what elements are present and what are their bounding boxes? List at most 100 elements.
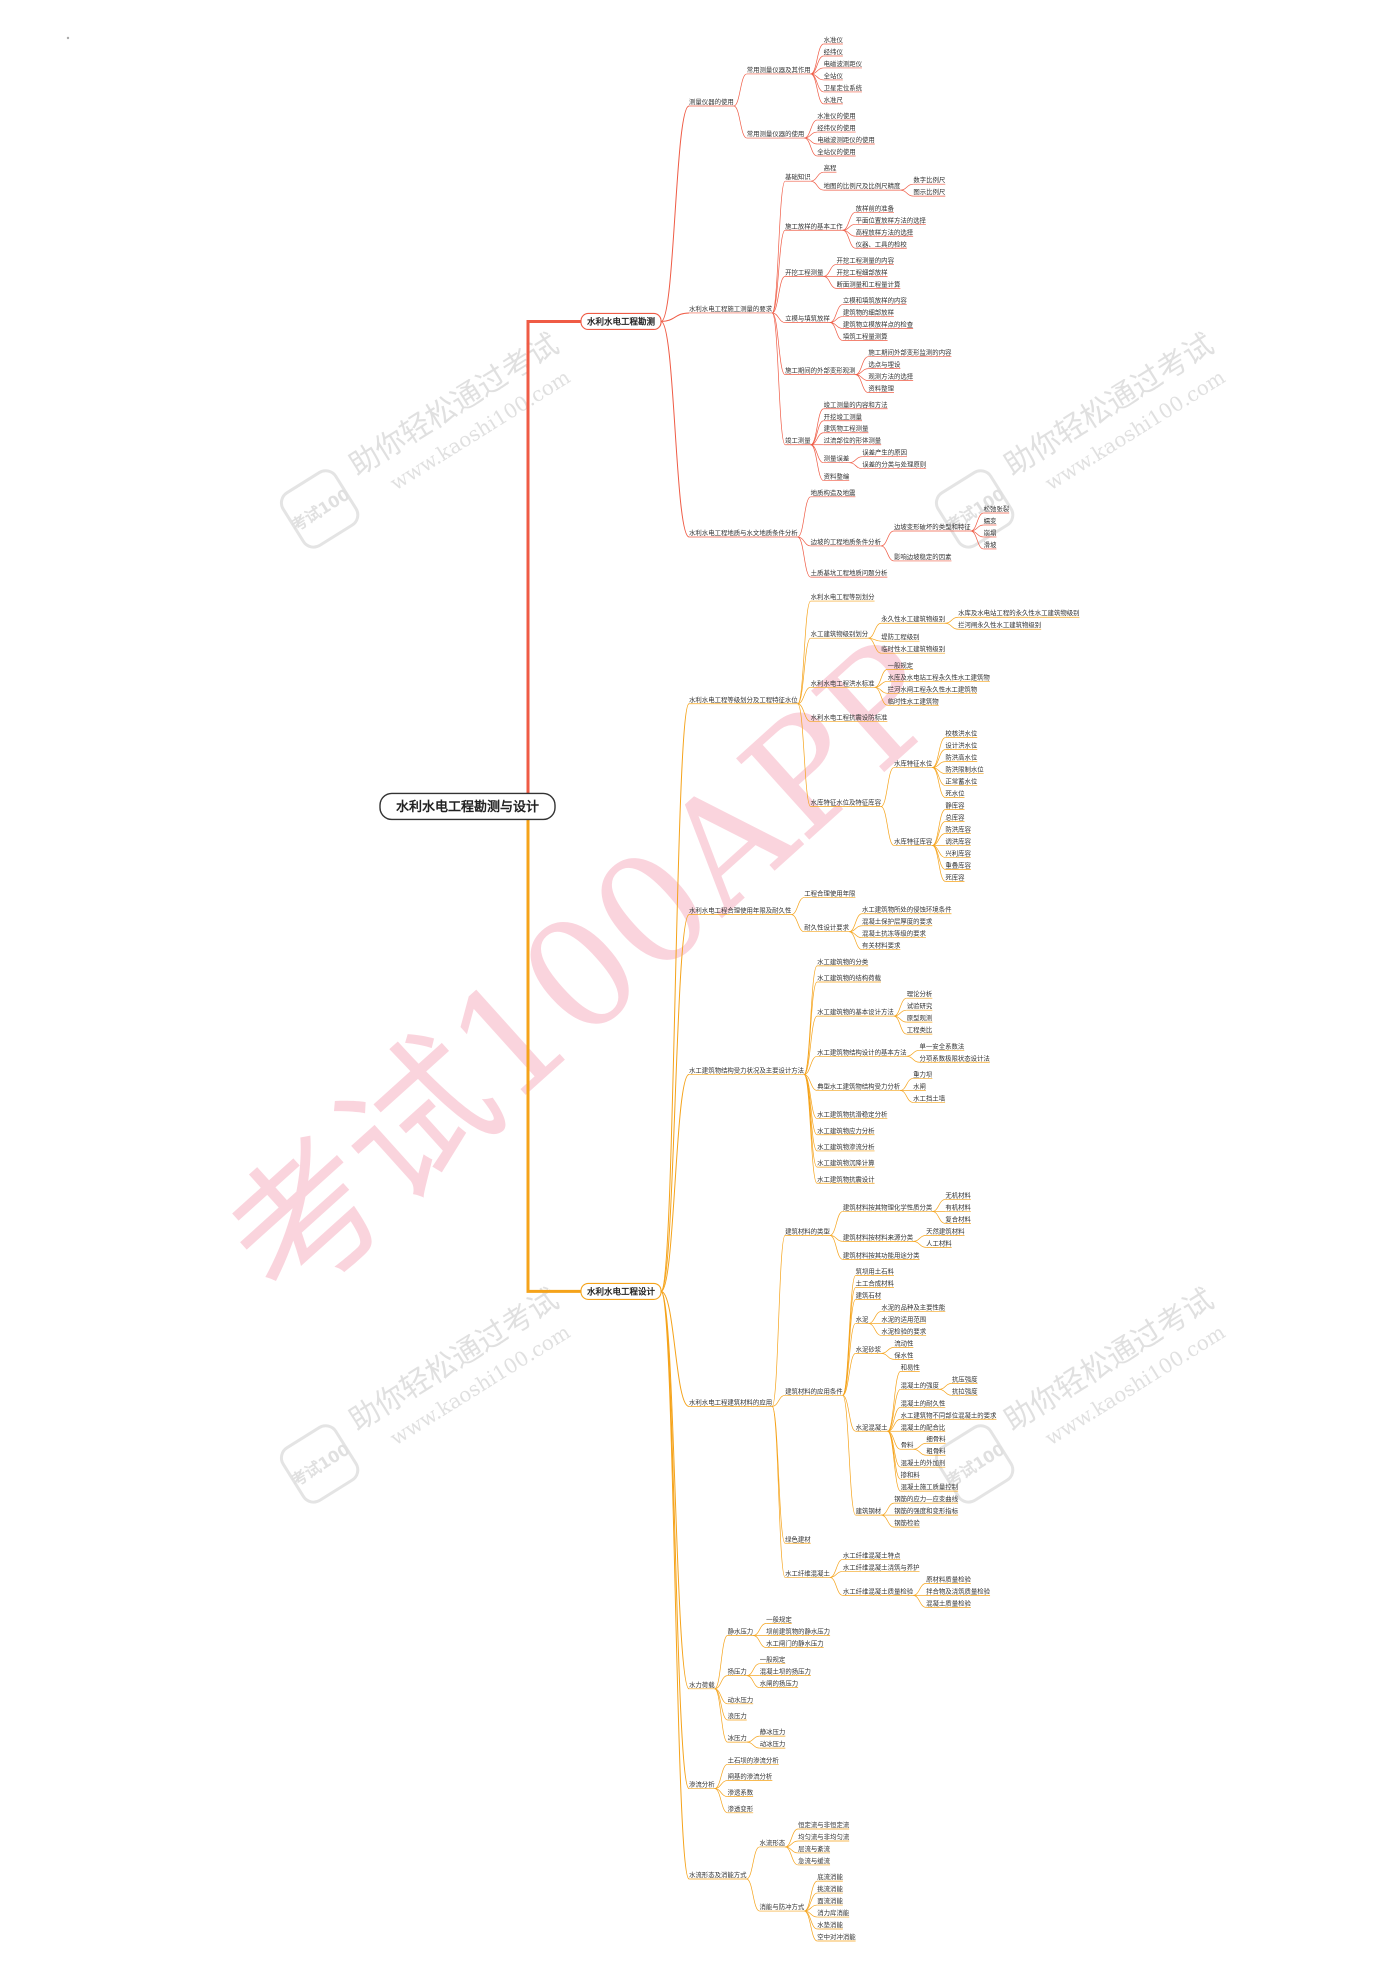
subtopic: 动水压力 [728, 1695, 754, 1704]
connector [804, 137, 818, 157]
connector [842, 211, 856, 231]
subtopic: 混凝土保护层厚度的要求 [862, 917, 933, 926]
subtopic: 误差的分类与处理原则 [862, 460, 926, 469]
subtopic: 水工建筑物渗流分析 [817, 1142, 875, 1151]
subtopic: 闸基的渗流分析 [728, 1771, 773, 1780]
subtopic: 土工合成材料 [856, 1279, 895, 1288]
subtopic: 平面位置放样方法的选择 [856, 215, 927, 224]
connector [881, 1353, 895, 1360]
stamp-box [279, 1424, 360, 1504]
subtopic: 掺和料 [901, 1470, 921, 1479]
subtopic: 水利水电工程洪水标准 [811, 678, 876, 687]
subtopic: 建筑物立模放样点的检查 [843, 320, 914, 329]
connector [733, 105, 747, 139]
subtopic: 资料整编 [824, 472, 850, 481]
subtopic: 抗压强度 [952, 1374, 978, 1383]
subtopic: 边坡变形破坏的类型和特征 [894, 522, 971, 531]
connector [771, 1235, 786, 1407]
subtopic: 试验研究 [907, 1001, 933, 1010]
subtopic: 水工建筑物结构受力状况及主要设计方法 [689, 1066, 805, 1075]
connector [797, 536, 812, 578]
connector [842, 1353, 856, 1396]
connector [791, 914, 805, 933]
connector [803, 1055, 818, 1075]
subtopic: 混凝土的耐久性 [901, 1398, 946, 1407]
connector [810, 444, 824, 464]
subtopic: 扬压力 [728, 1667, 747, 1676]
connector [932, 821, 946, 846]
connector [660, 703, 690, 1292]
connector [868, 1323, 882, 1336]
connector [771, 312, 786, 446]
connector [733, 73, 747, 107]
connector [714, 1635, 728, 1690]
connector [797, 496, 812, 538]
subtopic: 水利水电工程施工测量的要求 [689, 304, 773, 313]
connector [797, 703, 812, 807]
subtopic: 数字比例尺 [913, 175, 946, 184]
connector [803, 1015, 818, 1075]
connector [900, 189, 914, 197]
stamp-box [279, 469, 360, 549]
subtopic: 常用测量仪器及其作用 [747, 65, 811, 74]
connector [880, 767, 895, 807]
subtopic: 混凝土的配合比 [901, 1422, 946, 1431]
subtopic: 正常蓄水位 [945, 777, 978, 786]
subtopic: 无机材料 [945, 1190, 971, 1199]
subtopic: 一般规定 [760, 1655, 786, 1664]
subtopic: 水利水电工程合理使用年限及耐久性 [689, 906, 792, 915]
connector [803, 1074, 818, 1184]
connector [810, 420, 824, 446]
subtopic: 水库特征库容 [894, 836, 933, 845]
subtopic: 水利水电工程建筑材料的应用 [689, 1397, 772, 1406]
subtopic: 仪器、工具的检校 [856, 239, 908, 248]
connector [803, 965, 818, 1075]
subtopic: 防洪库容 [945, 824, 971, 833]
connector [848, 913, 863, 933]
connector [880, 806, 895, 846]
subtopic: 冰压力 [728, 1733, 747, 1742]
subtopic: 土石坝的渗流分析 [728, 1755, 780, 1764]
subtopic: 水工建筑物抗滑稳定分析 [817, 1110, 888, 1119]
connector [913, 1442, 927, 1450]
subtopic: 水泥混凝土 [856, 1422, 889, 1431]
subtopic: 典型水工建筑物结构受力分析 [817, 1081, 901, 1090]
connector [913, 1241, 927, 1248]
connector [771, 276, 786, 314]
connector [932, 737, 946, 768]
subtopic: 校核洪水位 [945, 729, 978, 738]
connector [970, 512, 984, 532]
connector [791, 897, 805, 915]
connector [714, 1780, 728, 1789]
connector [842, 1394, 856, 1516]
connector [938, 1388, 952, 1396]
subtopic: 水利水电工程等别划分 [811, 592, 876, 601]
subtopic: 动冰压力 [760, 1739, 786, 1748]
connector [810, 408, 824, 446]
subtopic: 全站仪的使用 [817, 147, 855, 156]
subtopic: 建筑物的细部放样 [843, 308, 895, 317]
subtopic: 空中对冲消能 [817, 1932, 856, 1941]
subtopic: 防洪高水位 [945, 753, 978, 762]
subtopic: 水泥 [856, 1314, 869, 1323]
subtopic: 恒定流与非恒定流 [798, 1820, 850, 1829]
subtopic: 水工建筑物的基本设计方法 [817, 1007, 894, 1016]
subtopic: 水准仪的使用 [817, 111, 855, 120]
subtopic: 工程类比 [907, 1025, 933, 1034]
connector [868, 1311, 882, 1324]
connector [660, 1290, 690, 1690]
connector [810, 55, 824, 75]
connector [785, 1846, 799, 1866]
connector [848, 931, 863, 951]
connector [874, 686, 888, 706]
connectors [526, 43, 1080, 1942]
subtopic: 分项系数极限状态设计法 [920, 1053, 991, 1062]
connector [804, 1892, 818, 1912]
subtopic: 钢筋的强度和变形指标 [894, 1506, 959, 1515]
subtopic: 拦河水闸工程永久性水工建筑物 [888, 684, 978, 693]
connector [746, 1735, 760, 1743]
connector [855, 356, 869, 375]
subtopic: 混凝土坝的扬压力 [760, 1667, 811, 1676]
